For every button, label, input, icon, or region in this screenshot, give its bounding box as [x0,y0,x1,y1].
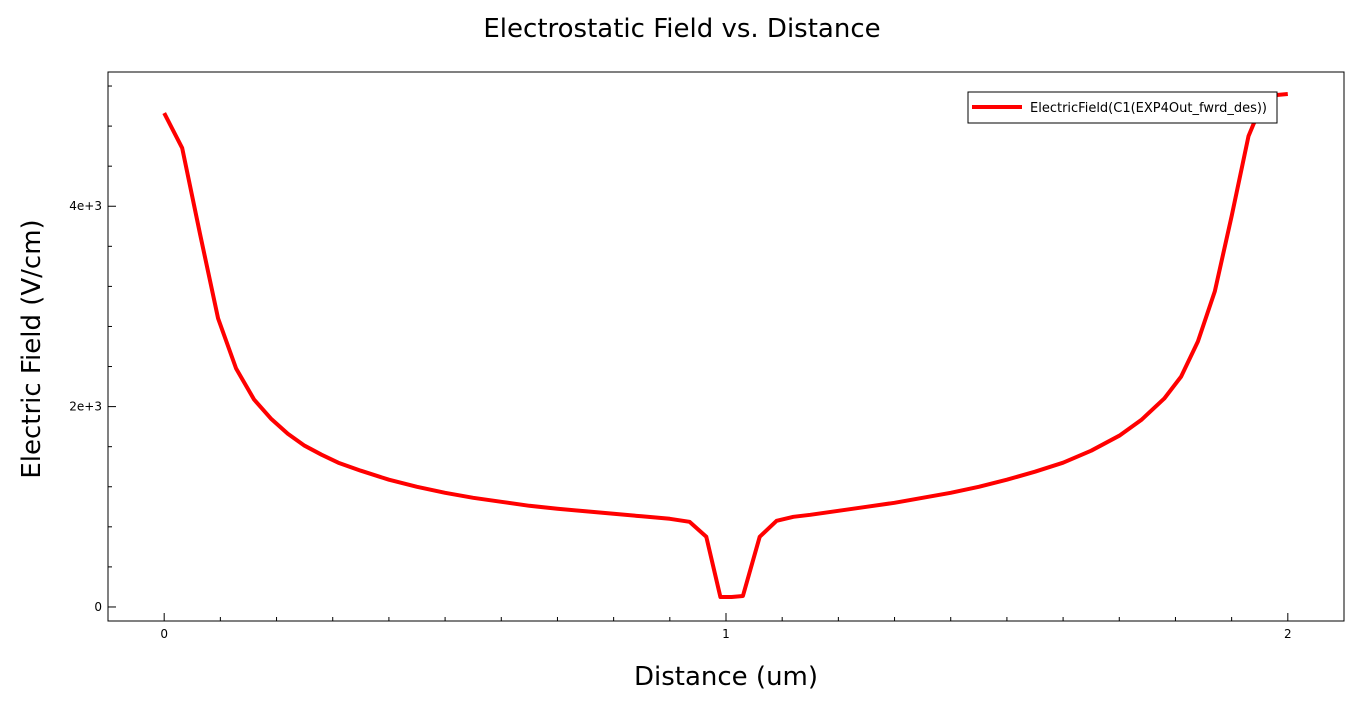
data-point [1247,135,1250,138]
legend-label: ElectricField(C1(EXP4Out_fwrd_des)) [1030,101,1267,116]
data-point [387,478,390,481]
data-point [235,367,238,370]
data-point [556,507,559,510]
y-tick-label: 2e+3 [69,400,102,414]
data-point [730,595,733,598]
data-point [337,461,340,464]
data-point [1196,340,1199,343]
data-point [949,491,952,494]
data-point [253,398,256,401]
data-point [320,453,323,456]
x-axis-label: Distance (um) [633,662,819,692]
data-point [269,417,272,420]
data-point [163,112,166,115]
data-point [893,501,896,504]
data-points [163,93,1290,599]
data-point [668,517,671,520]
x-tick-label: 1 [722,627,730,641]
data-point [1140,418,1143,421]
y-tick-label: 0 [94,600,102,614]
data-point [584,510,587,513]
minor-ticks [107,85,1345,621]
data-point [1118,434,1121,437]
data-point [1090,449,1093,452]
data-point [921,496,924,499]
data-point [792,515,795,518]
x-tick-label: 2 [1284,627,1292,641]
data-point [640,515,643,518]
data-point [1286,93,1289,96]
legend: ElectricField(C1(EXP4Out_fwrd_des)) [967,91,1278,124]
data-point [1180,375,1183,378]
data-point [500,500,503,503]
x-axis-ticks: 0 1 2 [160,613,1292,641]
data-point [217,317,220,320]
data-point [286,432,289,435]
data-point [1005,478,1008,481]
data-point [775,519,778,522]
data-point [528,504,531,507]
data-point [1062,461,1065,464]
data-point [1230,215,1233,218]
data-point [719,595,722,598]
data-point [977,485,980,488]
data-point [758,535,761,538]
data-point [303,444,306,447]
data-point [612,512,615,515]
data-point [444,491,447,494]
data-point [1034,470,1037,473]
x-tick-label: 0 [160,627,168,641]
data-point [359,469,362,472]
data-point [1163,397,1166,400]
y-tick-label: 4e+3 [69,199,102,213]
plot-area-frame [107,71,1345,622]
data-point [1213,290,1216,293]
series-line-electric-field [162,92,1288,599]
data-point [809,513,812,516]
data-point [741,594,744,597]
data-point [865,505,868,508]
data-point [199,233,202,236]
y-axis-ticks: 0 2e+3 4e+3 [69,199,116,614]
data-point [837,509,840,512]
chart-title: Electrostatic Field vs. Distance [483,14,881,44]
data-point [472,496,475,499]
data-point [688,520,691,523]
data-point [416,485,419,488]
data-point [181,147,184,150]
data-point [705,535,708,538]
